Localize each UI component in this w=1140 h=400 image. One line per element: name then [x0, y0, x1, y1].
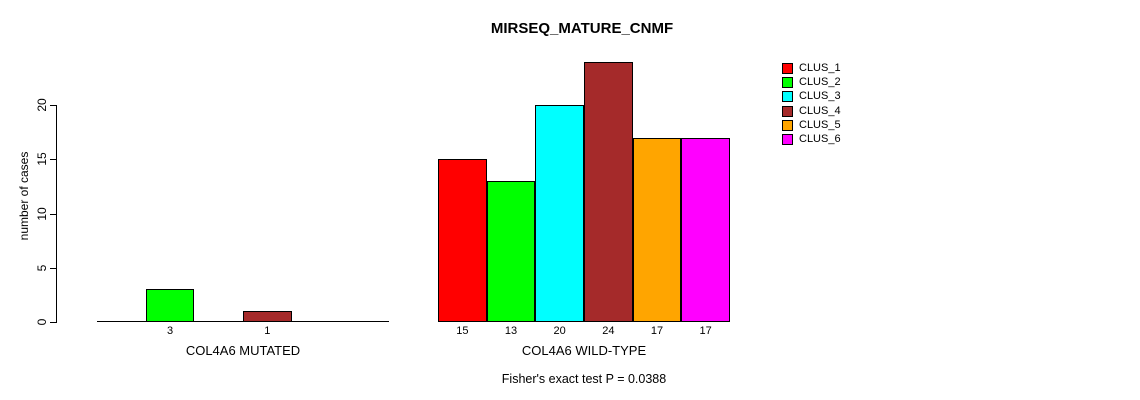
y-axis-tick — [50, 267, 56, 269]
legend-swatch-clus_6 — [782, 134, 793, 145]
y-axis-tick-label: 5 — [34, 264, 49, 272]
y-axis-tick-label: 10 — [34, 206, 49, 221]
y-axis-tick — [50, 105, 56, 106]
y-axis-line — [56, 105, 57, 323]
bar-value-label: 17 — [650, 325, 664, 337]
y-axis-tick — [50, 322, 56, 323]
y-axis-tick-label: 0 — [34, 318, 49, 326]
legend-label-clus_2: CLUS_2 — [799, 76, 841, 89]
group-label-wildtype: COL4A6 WILD-TYPE — [521, 343, 647, 358]
legend-label-clus_3: CLUS_3 — [799, 90, 841, 103]
legend-swatch-clus_1 — [782, 63, 793, 74]
y-axis-tick-label: 15 — [34, 152, 49, 166]
legend-swatch-clus_5 — [782, 119, 793, 131]
legend-label-clus_6: CLUS_6 — [799, 133, 841, 145]
y-axis-tick — [50, 213, 56, 215]
chart-title: MIRSEQ_MATURE_CNMF — [490, 20, 674, 37]
bar-clus_4-group0 — [243, 311, 292, 322]
bar-value-label: 24 — [602, 325, 615, 337]
bar-clus_1-group1 — [438, 159, 487, 322]
y-axis-label: number of cases — [17, 151, 31, 241]
bar-value-label: 15 — [456, 325, 469, 337]
legend-label-clus_1: CLUS_1 — [799, 62, 841, 74]
legend-label-clus_5: CLUS_5 — [799, 118, 841, 131]
y-axis-tick-label: 20 — [34, 98, 49, 112]
bar-value-label: 17 — [699, 325, 712, 337]
bar-clus_4-group1 — [584, 61, 633, 322]
bar-clus_2-group1 — [486, 180, 536, 322]
bar-clus_6-group1 — [681, 137, 730, 322]
bar-clus_2-group0 — [145, 289, 195, 322]
bar-value-label: 20 — [553, 325, 566, 337]
fisher-test-footnote: Fisher's exact test P = 0.0388 — [501, 372, 667, 386]
y-axis-tick — [50, 159, 56, 161]
legend-label-clus_4: CLUS_4 — [799, 104, 841, 117]
bar-value-label: 1 — [264, 325, 271, 337]
bar-clus_5-group1 — [632, 137, 682, 322]
group-label-mutated: COL4A6 MUTATED — [185, 343, 301, 358]
legend-swatch-clus_3 — [782, 91, 793, 103]
bar-value-label: 13 — [504, 325, 518, 337]
bar-value-label: 3 — [166, 325, 174, 337]
bar-clus_3-group1 — [535, 105, 584, 322]
legend-swatch-clus_4 — [782, 105, 793, 117]
legend-swatch-clus_2 — [782, 77, 793, 89]
